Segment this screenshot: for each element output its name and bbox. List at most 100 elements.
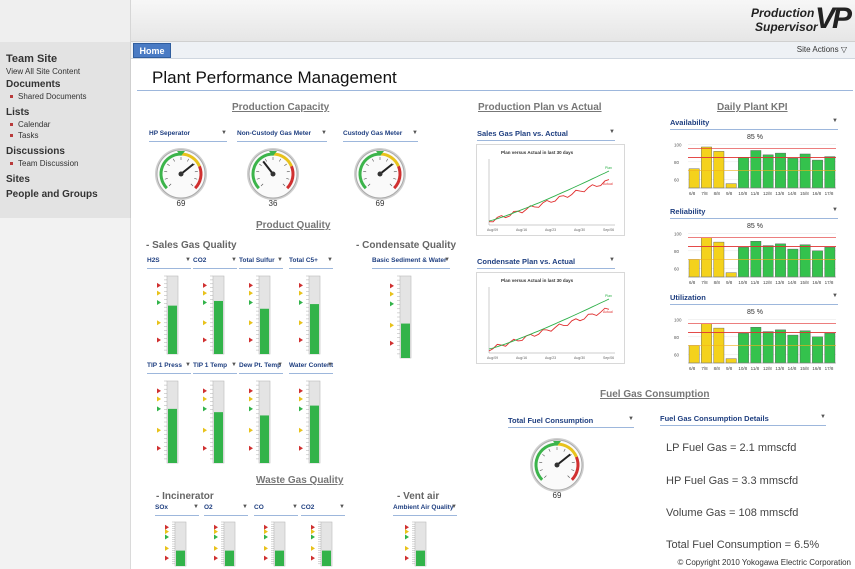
incinerator-dropdown-1[interactable]: O2 ▼ xyxy=(204,504,248,516)
condensate-plan-dropdown[interactable]: Condensate Plan vs. Actual ▼ xyxy=(477,257,615,269)
kpi-bar xyxy=(824,247,836,278)
sales-gas-dropdown-3[interactable]: Total C5+ ▼ xyxy=(289,257,333,269)
plan-legend-actual: Actual xyxy=(603,310,613,314)
kpi-dropdown-2[interactable]: Utilization ▼ xyxy=(670,293,838,305)
chevron-down-icon: ▼ xyxy=(609,129,615,135)
capacity-dropdown-2-label: Custody Gas Meter xyxy=(343,130,403,137)
kpi-dropdown-1[interactable]: Reliability ▼ xyxy=(670,207,838,219)
tank-limit-marker xyxy=(249,396,253,402)
plan-chart-caption: Plan versus Actual in last 30 days xyxy=(501,150,574,155)
title-divider xyxy=(137,90,853,91)
incinerator-dropdown-0[interactable]: SOx ▼ xyxy=(155,504,199,516)
kpi-target-pct: 85 % xyxy=(747,223,763,230)
sales-gas-plan-dropdown[interactable]: Sales Gas Plan vs. Actual ▼ xyxy=(477,129,615,141)
kpi-bar xyxy=(762,331,774,364)
gauge-tick xyxy=(366,163,369,167)
tank-fill xyxy=(168,305,177,354)
fuel-gauge-svg xyxy=(530,438,584,492)
plan-legend-plan: Plan xyxy=(605,294,612,298)
sidebar-item-team-discussion[interactable]: Team Discussion xyxy=(6,159,130,168)
kpi-bar xyxy=(701,323,712,364)
daily-kpi-title[interactable]: Daily Plant KPI xyxy=(717,102,788,113)
fuel-details-dropdown[interactable]: Fuel Gas Consumption Details ▼ xyxy=(660,414,826,426)
gauge-target-marker xyxy=(553,441,561,446)
chevron-down-icon: ▼ xyxy=(832,118,838,124)
tank-limit-marker xyxy=(203,300,207,306)
sidebar-item-tasks[interactable]: Tasks xyxy=(6,131,130,140)
home-tab[interactable]: Home xyxy=(133,43,171,58)
plan-legend-plan: Plan xyxy=(605,166,612,170)
kpi-bar xyxy=(701,237,712,278)
chevron-down-icon: ▼ xyxy=(321,130,327,136)
waste-gas-quality-title[interactable]: Waste Gas Quality xyxy=(256,475,344,486)
sidebar-people-and-groups[interactable]: People and Groups xyxy=(6,189,98,200)
kpi-x-tick: 8/8 xyxy=(714,366,721,371)
kpi-x-tick: 8/8 xyxy=(714,280,721,285)
gauge-tick xyxy=(563,448,566,452)
gauge-tick xyxy=(167,163,170,167)
condensate-dropdown-0[interactable]: Basic Sediment & Water ▼ xyxy=(372,257,450,269)
kpi-x-tick: 13/8 xyxy=(775,191,784,196)
gauge-band-0 xyxy=(251,152,274,190)
tank-limit-marker xyxy=(203,282,207,288)
chevron-down-icon: ▼ xyxy=(339,504,345,510)
kpi-bar xyxy=(738,333,749,364)
kpi-y-tick: 60 xyxy=(674,177,680,182)
chevron-down-icon: ▼ xyxy=(242,504,248,510)
sales-gas-dropdown-0[interactable]: H2S ▼ xyxy=(147,257,191,269)
kpi-bar xyxy=(701,146,712,189)
gauge-tick xyxy=(548,448,551,452)
sidebar-sites[interactable]: Sites xyxy=(6,174,30,185)
site-actions-menu[interactable]: Site Actions ▽ xyxy=(797,45,847,54)
tank-fill xyxy=(176,550,185,566)
incinerator-dropdown-3[interactable]: CO2 ▼ xyxy=(301,504,345,516)
copyright: © Copyright 2010 Yokogawa Electric Corpo… xyxy=(677,558,851,567)
capacity-gauge-0-value: 69 xyxy=(176,199,186,208)
capacity-dropdown-2[interactable]: Custody Gas Meter ▼ xyxy=(343,130,418,142)
plan-chart-caption: Plan versus Actual in last 30 days xyxy=(501,278,574,283)
kpi-x-tick: 12/8 xyxy=(763,191,772,196)
sidebar-item-shared-documents[interactable]: Shared Documents xyxy=(6,92,130,101)
kpi-x-tick: 9/8 xyxy=(726,191,733,196)
fuel-gas-title[interactable]: Fuel Gas Consumption xyxy=(600,389,710,400)
tank-fill xyxy=(322,550,331,566)
sales-gas-dropdown-1[interactable]: CO2 ▼ xyxy=(193,257,237,269)
gauge-tick xyxy=(284,163,287,167)
gauge-tick xyxy=(539,469,543,471)
incinerator-dropdown-1-label: O2 xyxy=(204,504,213,511)
tank-limit-marker xyxy=(311,534,315,540)
sidebar-item-calendar[interactable]: Calendar xyxy=(6,120,130,129)
sidebar-view-all[interactable]: View All Site Content xyxy=(6,67,81,76)
vent-tank-0-svg xyxy=(405,521,427,567)
tank-fill xyxy=(310,304,319,354)
condensate-plan-label: Condensate Plan vs. Actual xyxy=(477,257,576,266)
sidebar-documents[interactable]: Documents xyxy=(6,79,61,90)
incinerator-dropdown-2[interactable]: CO ▼ xyxy=(254,504,298,516)
gauge-tick xyxy=(190,183,194,187)
kpi-bar xyxy=(713,151,725,189)
gauge-tick xyxy=(544,475,547,478)
tank-limit-marker xyxy=(299,445,303,451)
site-actions-label: Site Actions xyxy=(796,45,839,54)
sales-gas2-dropdown-1[interactable]: TIP 1 Temp ▼ xyxy=(193,362,237,374)
sales-gas2-dropdown-2[interactable]: Dew Pt. Temp ▼ xyxy=(239,362,283,374)
sidebar-discussions[interactable]: Discussions xyxy=(6,146,65,157)
kpi-x-tick: 17/8 xyxy=(825,191,834,196)
capacity-dropdown-0[interactable]: HP Seperator ▼ xyxy=(149,130,227,142)
sidebar-lists[interactable]: Lists xyxy=(6,107,30,118)
production-plan-title[interactable]: Production Plan vs Actual xyxy=(478,102,602,113)
product-quality-title[interactable]: Product Quality xyxy=(256,220,331,231)
tank-limit-marker xyxy=(165,534,169,540)
sales-gas2-dropdown-3[interactable]: Water Content ▼ xyxy=(289,362,333,374)
production-capacity-title[interactable]: Production Capacity xyxy=(232,102,330,113)
kpi-dropdown-0[interactable]: Availability ▼ xyxy=(670,118,838,130)
total-fuel-dropdown[interactable]: Total Fuel Consumption ▼ xyxy=(508,416,634,428)
chevron-down-icon: ▼ xyxy=(628,416,634,422)
sidebar-site-title[interactable]: Team Site xyxy=(6,53,58,65)
vent-dropdown-0[interactable]: Ambient Air Quality ▼ xyxy=(393,504,457,516)
tank-fill xyxy=(275,550,284,566)
sales-gas2-dropdown-0[interactable]: TIP 1 Press ▼ xyxy=(147,362,191,374)
sales-gas-dropdown-2[interactable]: Total Sulfur ▼ xyxy=(239,257,283,269)
capacity-dropdown-1[interactable]: Non-Custody Gas Meter ▼ xyxy=(237,130,327,142)
kpi-bar xyxy=(688,259,700,278)
